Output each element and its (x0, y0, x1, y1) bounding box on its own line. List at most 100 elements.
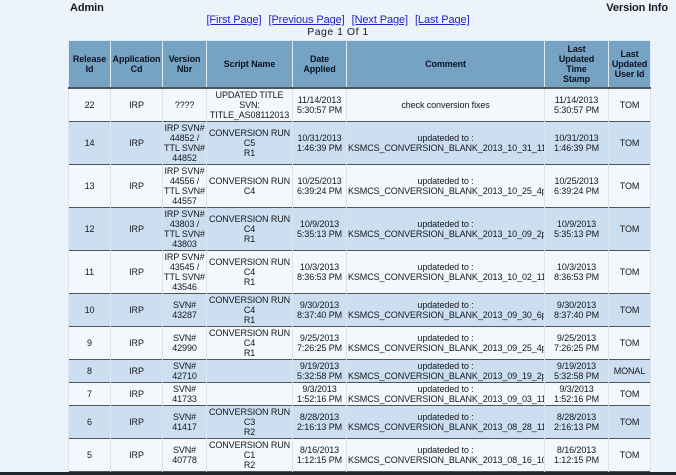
top-bar: Admin Version Info (0, 0, 676, 14)
cell-version-nbr: SVN# 41417 (162, 405, 207, 439)
cell-date-applied: 10/25/2013 6:39:24 PM (292, 164, 347, 208)
table-row: 14 IRP IRP SVN# 44852 / TTL SVN# 44852 CONV… (68, 121, 651, 165)
cell-last-updated-user-id: TOM (608, 382, 651, 406)
cell-comment: updateded to : KSMCS_CONVERSION_BLANK_20… (346, 359, 545, 383)
cell-last-updated-time-stamp: 11/14/2013 5:30:57 PM (544, 88, 609, 122)
cell-date-applied: 8/16/2013 1:12:15 PM (292, 438, 347, 472)
table-row: 8 IRP SVN# 42710 9/19/2013 5:32:58 PM update… (68, 359, 651, 383)
cell-version-nbr: SVN# 43287 (162, 293, 207, 327)
cell-comment: updateded to : KSMCS_CONVERSION_BLANK_20… (346, 438, 545, 472)
cell-date-applied: 9/25/2013 7:26:25 PM (292, 326, 347, 360)
cell-application-cd: IRP (110, 293, 163, 327)
cell-comment: updateded to : KSMCS_CONVERSION_BLANK_20… (346, 405, 545, 439)
cell-script-name (206, 359, 293, 383)
cell-release-id: 5 (68, 438, 111, 472)
cell-release-id: 10 (68, 293, 111, 327)
cell-date-applied: 9/19/2013 5:32:58 PM (292, 359, 347, 383)
cell-application-cd: IRP (110, 438, 163, 472)
cell-date-applied: 11/14/2013 5:30:57 PM (292, 88, 347, 122)
cell-comment: updateded to : KSMCS_CONVERSION_BLANK_20… (346, 164, 545, 208)
table-row: 7 IRP SVN# 41733 9/3/2013 1:52:16 PM updated… (68, 382, 651, 406)
table-row: 13 IRP IRP SVN# 44556 / TTL SVN# 44557 CONV… (68, 164, 651, 208)
last-page-link[interactable]: [Last Page] (414, 14, 470, 26)
cell-last-updated-time-stamp: 9/3/2013 1:52:16 PM (544, 382, 609, 406)
cell-version-nbr: SVN# 41733 (162, 382, 207, 406)
cell-last-updated-user-id: TOM (608, 121, 651, 165)
cell-version-nbr: ???? (162, 88, 207, 122)
cell-release-id: 8 (68, 359, 111, 383)
cell-comment: updateded to : KSMCS_CONVERSION_BLANK_20… (346, 382, 545, 406)
table-row: 11 IRP IRP SVN# 43545 / TTL SVN# 43546 CONV… (68, 250, 651, 294)
cell-application-cd: IRP (110, 121, 163, 165)
cell-last-updated-time-stamp: 10/3/2013 8:36:53 PM (544, 250, 609, 294)
cell-application-cd: IRP (110, 207, 163, 251)
cell-date-applied: 9/3/2013 1:52:16 PM (292, 382, 347, 406)
cell-comment: updateded to : KSMCS_CONVERSION_BLANK_20… (346, 121, 545, 165)
previous-page-link[interactable]: [Previous Page] (268, 14, 345, 26)
page-indicator: Page 1 Of 1 (307, 26, 369, 38)
cell-last-updated-user-id: TOM (608, 250, 651, 294)
cell-date-applied: 10/9/2013 5:35:13 PM (292, 207, 347, 251)
cell-version-nbr: SVN# 40778 (162, 438, 207, 472)
cell-last-updated-user-id: TOM (608, 88, 651, 122)
table-row: 6 IRP SVN# 41417 CONVERSION RUN C3 R2 8/28/2… (68, 405, 651, 439)
cell-script-name: CONVERSION RUN C3 R2 (206, 405, 293, 439)
cell-script-name: CONVERSION RUN C1 R2 (206, 438, 293, 472)
cell-script-name: CONVERSION RUN C4 R1 (206, 293, 293, 327)
version-table: Release Id Application Cd Version Nbr Sc… (68, 40, 651, 475)
cell-application-cd: IRP (110, 382, 163, 406)
cell-comment: updateded to : KSMCS_CONVERSION_BLANK_20… (346, 326, 545, 360)
cell-last-updated-user-id: TOM (608, 164, 651, 208)
cell-last-updated-user-id: TOM (608, 326, 651, 360)
table-row: 22 IRP???? UPDATED TITLE SVN: TITLE_AS0811… (68, 88, 651, 122)
cell-release-id: 14 (68, 121, 111, 165)
cell-last-updated-user-id: MONAL (608, 359, 651, 383)
cell-application-cd: IRP (110, 405, 163, 439)
cell-date-applied: 10/3/2013 8:36:53 PM (292, 250, 347, 294)
cell-release-id: 22 (68, 88, 111, 122)
cell-script-name: CONVERSION RUN C4 R1 (206, 207, 293, 251)
cell-last-updated-time-stamp: 10/31/2013 1:46:39 PM (544, 121, 609, 165)
cell-version-nbr: IRP SVN# 44852 / TTL SVN# 44852 (162, 121, 207, 165)
cell-last-updated-time-stamp: 10/9/2013 5:35:13 PM (544, 207, 609, 251)
column-header-comment: Comment (346, 40, 545, 89)
column-header-release-id: Release Id (68, 40, 111, 89)
cell-application-cd: IRP (110, 250, 163, 294)
cell-script-name: CONVERSION RUN C4 (206, 164, 293, 208)
pagination-nav: [First Page] [Previous Page] [Next Page]… (0, 14, 676, 26)
cell-date-applied: 8/28/2013 2:16:13 PM (292, 405, 347, 439)
column-header-date-applied: Date Applied (292, 40, 347, 89)
column-header-version-nbr: Version Nbr (162, 40, 207, 89)
cell-script-name: UPDATED TITLE SVN: TITLE_AS08112013 (206, 88, 293, 122)
next-page-link[interactable]: [Next Page] (351, 14, 408, 26)
table-row: 10 IRP SVN# 43287 CONVERSION RUN C4 R1 9/30/… (68, 293, 651, 327)
cell-version-nbr: IRP SVN# 43803 / TTL SVN# 43803 (162, 207, 207, 251)
column-header-last-updated-user-id: Last Updated User Id (608, 40, 651, 89)
cell-date-applied: 9/30/2013 8:37:40 PM (292, 293, 347, 327)
cell-last-updated-time-stamp: 9/25/2013 7:26:25 PM (544, 326, 609, 360)
admin-label: Admin (70, 2, 104, 14)
cell-application-cd: IRP (110, 164, 163, 208)
column-header-script-name: Script Name (206, 40, 293, 89)
cell-release-id: 6 (68, 405, 111, 439)
version-info-label: Version Info (606, 2, 668, 14)
cell-version-nbr: IRP SVN# 44556 / TTL SVN# 44557 (162, 164, 207, 208)
cell-release-id: 9 (68, 326, 111, 360)
cell-last-updated-time-stamp: 10/25/2013 6:39:24 PM (544, 164, 609, 208)
cell-application-cd: IRP (110, 88, 163, 122)
cell-comment: updateded to : KSMCS_CONVERSION_BLANK_20… (346, 250, 545, 294)
cell-comment: check conversion fixes (346, 88, 545, 122)
cell-last-updated-time-stamp: 9/30/2013 8:37:40 PM (544, 293, 609, 327)
column-header-last-updated-time-stamp: Last Updated Time Stamp (544, 40, 609, 89)
column-header-application-cd: Application Cd (110, 40, 163, 89)
cell-version-nbr: SVN# 42990 (162, 326, 207, 360)
first-page-link[interactable]: [First Page] (206, 14, 262, 26)
cell-last-updated-time-stamp: 8/16/2013 1:12:15 PM (544, 438, 609, 472)
cell-script-name: CONVERSION RUN C5 R1 (206, 121, 293, 165)
cell-version-nbr: SVN# 42710 (162, 359, 207, 383)
cell-last-updated-user-id: TOM (608, 293, 651, 327)
cell-script-name: CONVERSION RUN C4 R1 (206, 326, 293, 360)
cell-release-id: 13 (68, 164, 111, 208)
cell-last-updated-time-stamp: 8/28/2013 2:16:13 PM (544, 405, 609, 439)
